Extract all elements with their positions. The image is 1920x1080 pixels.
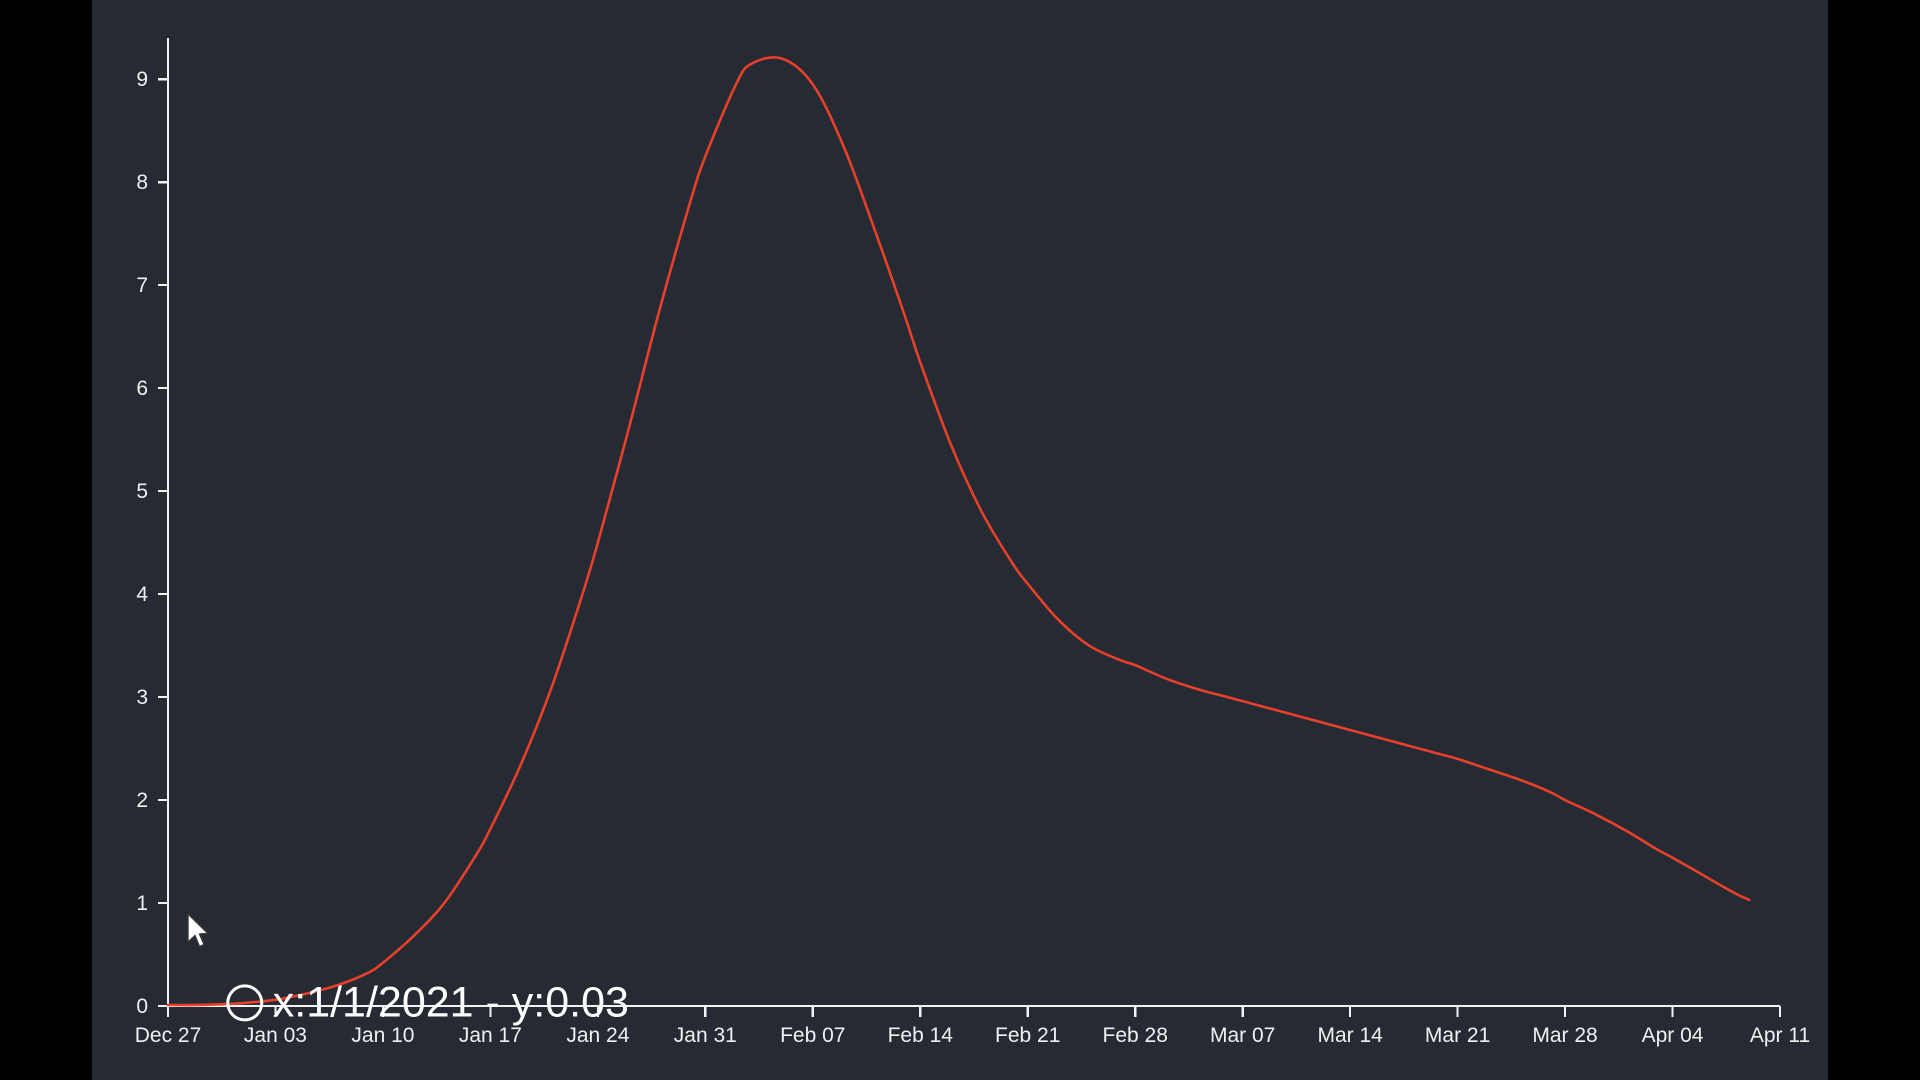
y-tick-label-4: 4 bbox=[136, 583, 148, 606]
axes-group bbox=[166, 38, 1780, 1008]
tooltip-label: x:1/1/2021 - y:0.03 bbox=[273, 978, 629, 1026]
y-tick-label-0: 0 bbox=[136, 995, 148, 1018]
x-tick-label-2: Jan 10 bbox=[351, 1024, 414, 1047]
x-tick-label-3: Jan 17 bbox=[459, 1024, 522, 1047]
x-tick-label-15: Apr 11 bbox=[1750, 1024, 1810, 1047]
x-tick-label-14: Apr 04 bbox=[1642, 1024, 1704, 1047]
y-tick-label-2: 2 bbox=[136, 789, 148, 812]
x-tick-label-7: Feb 14 bbox=[888, 1024, 954, 1047]
y-axis-ticks: 0 1 2 3 4 5 6 7 8 9 bbox=[136, 68, 168, 1018]
y-tick-label-8: 8 bbox=[136, 171, 148, 194]
x-axis-ticks: Dec 27 Jan 03 Jan 10 Jan 17 Jan 24 Jan 31 Feb … bbox=[135, 1006, 1810, 1047]
y-tick-label-1: 1 bbox=[136, 892, 148, 915]
tooltip-marker-circle bbox=[226, 984, 264, 1022]
tooltip-group: x:1/1/2021 - y:0.03 bbox=[226, 978, 629, 1026]
x-tick-label-13: Mar 28 bbox=[1532, 1024, 1597, 1047]
x-tick-label-9: Feb 28 bbox=[1103, 1024, 1168, 1047]
x-tick-label-12: Mar 21 bbox=[1425, 1024, 1490, 1047]
y-tick-label-6: 6 bbox=[136, 377, 148, 400]
y-tick-label-7: 7 bbox=[136, 274, 148, 297]
y-tick-label-3: 3 bbox=[136, 686, 148, 709]
x-tick-label-4: Jan 24 bbox=[566, 1024, 629, 1047]
x-tick-label-5: Jan 31 bbox=[674, 1024, 737, 1047]
y-tick-label-5: 5 bbox=[136, 480, 148, 503]
x-tick-label-10: Mar 07 bbox=[1210, 1024, 1275, 1047]
line-chart-svg[interactable]: 0 1 2 3 4 5 6 7 8 9 Dec 27 Jan 03 Jan 10 Jan 17 Jan 2… bbox=[92, 0, 1828, 1080]
x-tick-label-11: Mar 14 bbox=[1317, 1024, 1383, 1047]
x-tick-label-6: Feb 07 bbox=[780, 1024, 845, 1047]
y-tick-label-9: 9 bbox=[136, 68, 148, 91]
chart-canvas[interactable]: 0 1 2 3 4 5 6 7 8 9 Dec 27 Jan 03 Jan 10 Jan 17 Jan 2… bbox=[92, 0, 1828, 1080]
series-line-1[interactable] bbox=[166, 56, 1751, 1007]
x-tick-label-8: Feb 21 bbox=[995, 1024, 1060, 1047]
x-tick-label-1: Jan 03 bbox=[244, 1024, 307, 1047]
x-tick-label-0: Dec 27 bbox=[135, 1024, 202, 1047]
series-group bbox=[166, 56, 1751, 1007]
